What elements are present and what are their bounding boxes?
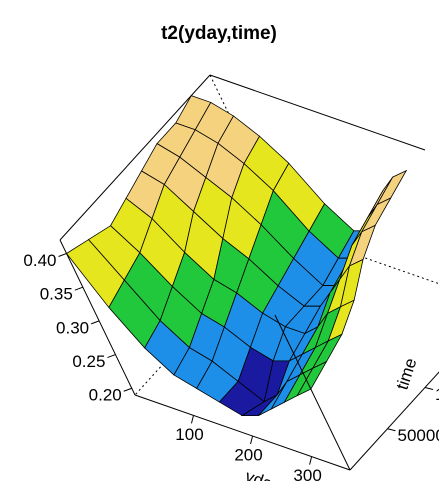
x-tick-label: 100 xyxy=(175,425,203,444)
z-tick xyxy=(74,286,84,291)
y-tick-label: 50000 xyxy=(398,426,439,445)
x-axis-label: yday xyxy=(243,467,284,481)
y-tick-label: 100000 xyxy=(435,385,439,404)
z-tick xyxy=(107,354,116,359)
box-edge xyxy=(134,394,351,471)
y-tick xyxy=(424,387,434,390)
chart-title: t2(yday,time) xyxy=(161,23,277,44)
x-tick-label: 300 xyxy=(293,466,321,481)
z-tick-label: 0.40 xyxy=(23,251,56,270)
z-tick xyxy=(90,320,100,325)
z-tick-label: 0.30 xyxy=(56,318,89,337)
z-tick-label: 0.35 xyxy=(40,285,73,304)
box-edge xyxy=(59,239,136,396)
y-tick xyxy=(387,428,396,432)
x-tick xyxy=(190,415,194,424)
x-tick xyxy=(309,456,313,465)
box-edge xyxy=(59,74,211,241)
surface-facet xyxy=(376,169,408,206)
box-edge xyxy=(209,74,426,151)
x-tick xyxy=(250,435,254,445)
surface-facet xyxy=(296,360,328,397)
box-edge xyxy=(274,314,351,471)
z-tick-label: 0.20 xyxy=(89,386,122,405)
x-tick-label: 200 xyxy=(234,445,262,464)
z-tick xyxy=(123,387,132,392)
y-axis-label: time xyxy=(393,356,421,392)
z-tick-label: 0.25 xyxy=(72,352,105,371)
z-tick xyxy=(58,253,67,257)
